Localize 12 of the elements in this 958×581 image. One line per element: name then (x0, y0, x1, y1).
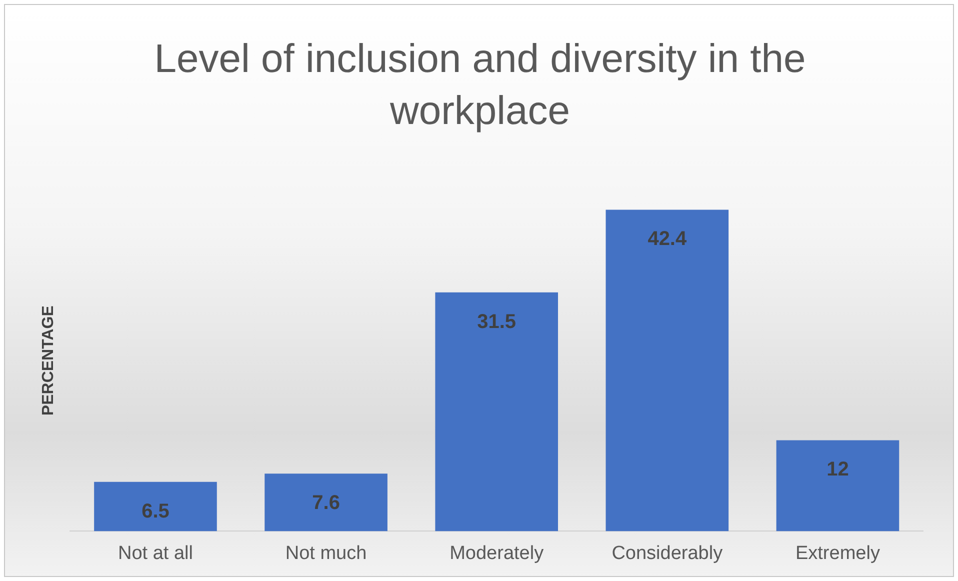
x-tick-label: Moderately (450, 542, 544, 564)
x-tick-label: Extremely (795, 542, 880, 564)
data-label: 7.6 (312, 492, 340, 514)
x-tick-label: Considerably (612, 542, 724, 564)
data-label: 6.5 (142, 500, 170, 522)
x-tick-label: Not at all (118, 542, 193, 564)
data-label: 12 (826, 458, 849, 481)
data-label: 42.4 (648, 228, 688, 250)
y-axis-title: PERCENTAGE (40, 305, 58, 416)
chart-title: Level of inclusion and diversity in the workplace (153, 36, 807, 135)
x-tick-label: Not much (285, 542, 367, 564)
data-label: 31.5 (477, 310, 516, 333)
